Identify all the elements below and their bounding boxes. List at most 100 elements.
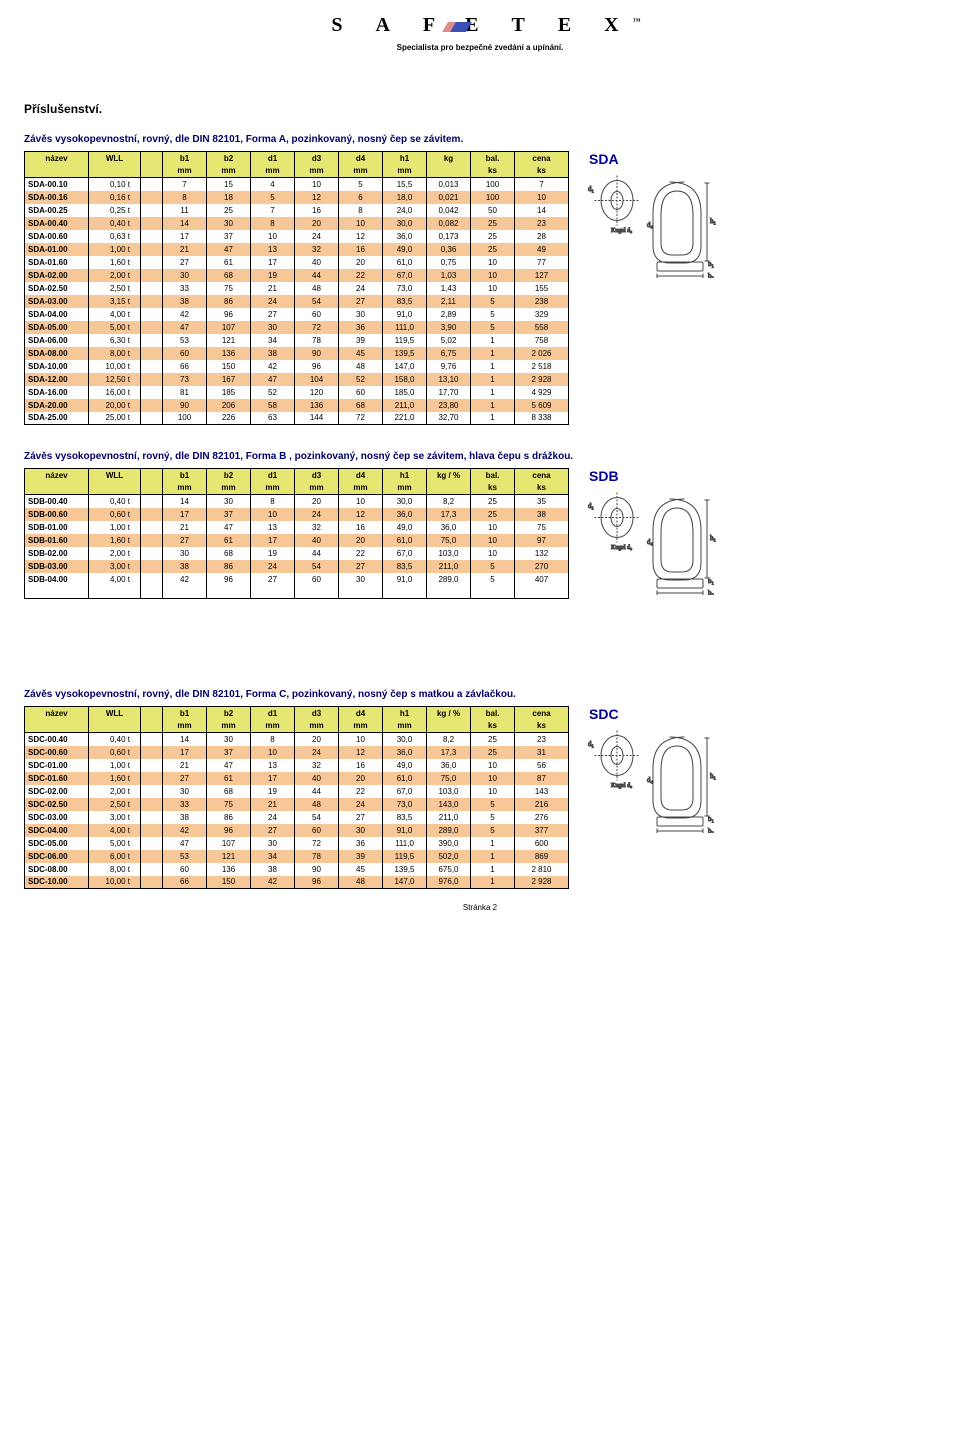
cell-val: 121 [207, 850, 251, 863]
cell-val: 60 [295, 824, 339, 837]
col-unit: mm [163, 165, 207, 178]
cell-val: 27 [251, 573, 295, 586]
cell-val: 17 [251, 534, 295, 547]
table-row: SDA-01.601,60 t276117402061,00,751077 [25, 256, 569, 269]
cell-val: 147,0 [383, 876, 427, 889]
cell-val: 5 [471, 321, 515, 334]
cell-wll: 3,15 t [89, 295, 141, 308]
col-unit: mm [163, 720, 207, 733]
cell-val: 216 [515, 798, 569, 811]
cell-val: 226 [207, 412, 251, 425]
cell-name: SDB-02.00 [25, 547, 89, 560]
cell-gap [141, 850, 163, 863]
table-row: SDC-06.006,00 t53121347839119,5502,01869 [25, 850, 569, 863]
cell-val: 27 [251, 308, 295, 321]
cell-name: SDA-04.00 [25, 308, 89, 321]
cell-val: 67,0 [383, 785, 427, 798]
cell-name: SDC-01.60 [25, 772, 89, 785]
cell-val: 27 [339, 811, 383, 824]
page-title: Příslušenství. [24, 102, 936, 116]
cell-wll: 0,16 t [89, 191, 141, 204]
cell-val: 120 [295, 386, 339, 399]
cell-name: SDA-25.00 [25, 412, 89, 425]
cell-val: 23 [515, 217, 569, 230]
cell-wll: 3,00 t [89, 811, 141, 824]
cell-val: 73,0 [383, 282, 427, 295]
col-header: d1 [251, 707, 295, 720]
table-SDA: názevWLLb1b2d1d3d4h1kgbal.cenammmmmmmmmm… [24, 151, 569, 425]
cell-name: SDC-03.00 [25, 811, 89, 824]
cell-wll: 0,25 t [89, 204, 141, 217]
cell-val: 221,0 [383, 412, 427, 425]
cell-val: 14 [163, 217, 207, 230]
table-row: SDB-00.600,60 t173710241236,017,32538 [25, 508, 569, 521]
cell-val: 72 [339, 412, 383, 425]
cell-val: 121 [207, 334, 251, 347]
cell-val: 72 [295, 321, 339, 334]
cell-val: 144 [295, 412, 339, 425]
col-unit: mm [339, 482, 383, 495]
svg-text:Kugel d₃: Kugel d₃ [611, 783, 632, 789]
cell-name: SDA-00.16 [25, 191, 89, 204]
cell-val: 25 [471, 746, 515, 759]
cell-val: 27 [339, 295, 383, 308]
cell-val: 185 [207, 386, 251, 399]
svg-text:b₂: b₂ [708, 589, 715, 595]
col-unit [89, 720, 141, 733]
cell-gap [141, 269, 163, 282]
cell-val: 390,0 [427, 837, 471, 850]
cell-val: 75 [207, 798, 251, 811]
brand-logo: S A FE T E X™ Specialista pro bezpečné z… [24, 14, 936, 52]
col-unit [25, 482, 89, 495]
cell-val: 0,173 [427, 230, 471, 243]
cell-val: 87 [515, 772, 569, 785]
cell-val: 19 [251, 547, 295, 560]
cell-val: 1 [471, 837, 515, 850]
cell-gap [141, 178, 163, 191]
col-header: cena [515, 707, 569, 720]
table-row: SDC-03.003,00 t388624542783,5211,05276 [25, 811, 569, 824]
cell-gap [141, 534, 163, 547]
cell-wll: 2,50 t [89, 282, 141, 295]
table-row: SDC-10.0010,00 t66150429648147,0976,012 … [25, 876, 569, 889]
cell-val: 63 [251, 412, 295, 425]
cell-name: SDC-02.00 [25, 785, 89, 798]
cell-val: 1 [471, 360, 515, 373]
page-footer: Stránka 2 [24, 903, 936, 912]
shackle-diagram-svg: d₁ Kugel d₃ h₁ b₁ b₂ d₄ [582, 173, 722, 278]
col-header: WLL [89, 152, 141, 165]
cell-val: 13 [251, 759, 295, 772]
cell-val: 407 [515, 573, 569, 586]
svg-text:d₄: d₄ [647, 776, 654, 784]
cell-val: 68 [339, 399, 383, 412]
col-unit: mm [383, 165, 427, 178]
cell-val: 5 [471, 560, 515, 573]
cell-wll: 1,60 t [89, 534, 141, 547]
cell-name: SDA-05.00 [25, 321, 89, 334]
cell-val: 38 [515, 508, 569, 521]
product-code-SDA: SDA [589, 151, 619, 167]
cell-val: 75,0 [427, 772, 471, 785]
table-row: SDA-05.005,00 t47107307236111,03,905558 [25, 321, 569, 334]
cell-val: 1 [471, 876, 515, 889]
cell-val: 49 [515, 243, 569, 256]
cell-val: 976,0 [427, 876, 471, 889]
cell-val: 10 [471, 547, 515, 560]
svg-text:d₄: d₄ [647, 538, 654, 546]
cell-wll: 5,00 t [89, 321, 141, 334]
cell-val: 20 [339, 534, 383, 547]
cell-val: 8 [339, 204, 383, 217]
cell-gap [141, 798, 163, 811]
cell-val: 10 [339, 495, 383, 508]
cell-val: 91,0 [383, 308, 427, 321]
cell-wll: 0,63 t [89, 230, 141, 243]
cell-wll: 1,00 t [89, 243, 141, 256]
logo-bar-right [450, 22, 472, 32]
diagram-SDC: SDC d₁ Kugel d₃ h₁ b₁ b₂ d₄ [577, 706, 727, 833]
cell-val: 558 [515, 321, 569, 334]
cell-val: 5 609 [515, 399, 569, 412]
cell-val: 30 [163, 547, 207, 560]
cell-val: 127 [515, 269, 569, 282]
col-unit: mm [295, 720, 339, 733]
cell-val: 16 [339, 243, 383, 256]
